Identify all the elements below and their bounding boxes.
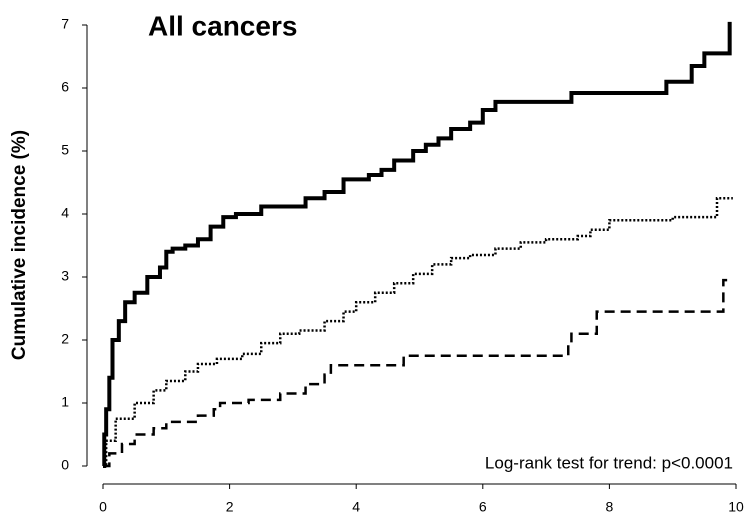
y-tick-label: 4 xyxy=(61,205,69,221)
y-tick-label: 7 xyxy=(61,16,69,32)
y-axis-label: Cumulative incidence (%) xyxy=(9,130,30,360)
x-tick-label: 10 xyxy=(728,499,744,515)
chart-title: All cancers xyxy=(148,10,297,41)
y-tick-label: 5 xyxy=(61,142,69,158)
y-tick-label: 1 xyxy=(61,394,69,410)
x-tick-label: 4 xyxy=(352,499,360,515)
x-tick-label: 2 xyxy=(226,499,234,515)
x-tick-label: 0 xyxy=(99,499,107,515)
annotation: Log-rank test for trend: p<0.0001 xyxy=(485,453,733,472)
y-tick-label: 2 xyxy=(61,331,69,347)
series-line xyxy=(102,21,732,468)
x-tick-label: 8 xyxy=(606,499,614,515)
series-line xyxy=(103,278,733,468)
y-tick-label: 6 xyxy=(61,79,69,95)
y-tick-label: 3 xyxy=(61,268,69,284)
x-tick-label: 6 xyxy=(479,499,487,515)
y-tick-label: 0 xyxy=(61,457,69,473)
series-line xyxy=(103,197,733,468)
